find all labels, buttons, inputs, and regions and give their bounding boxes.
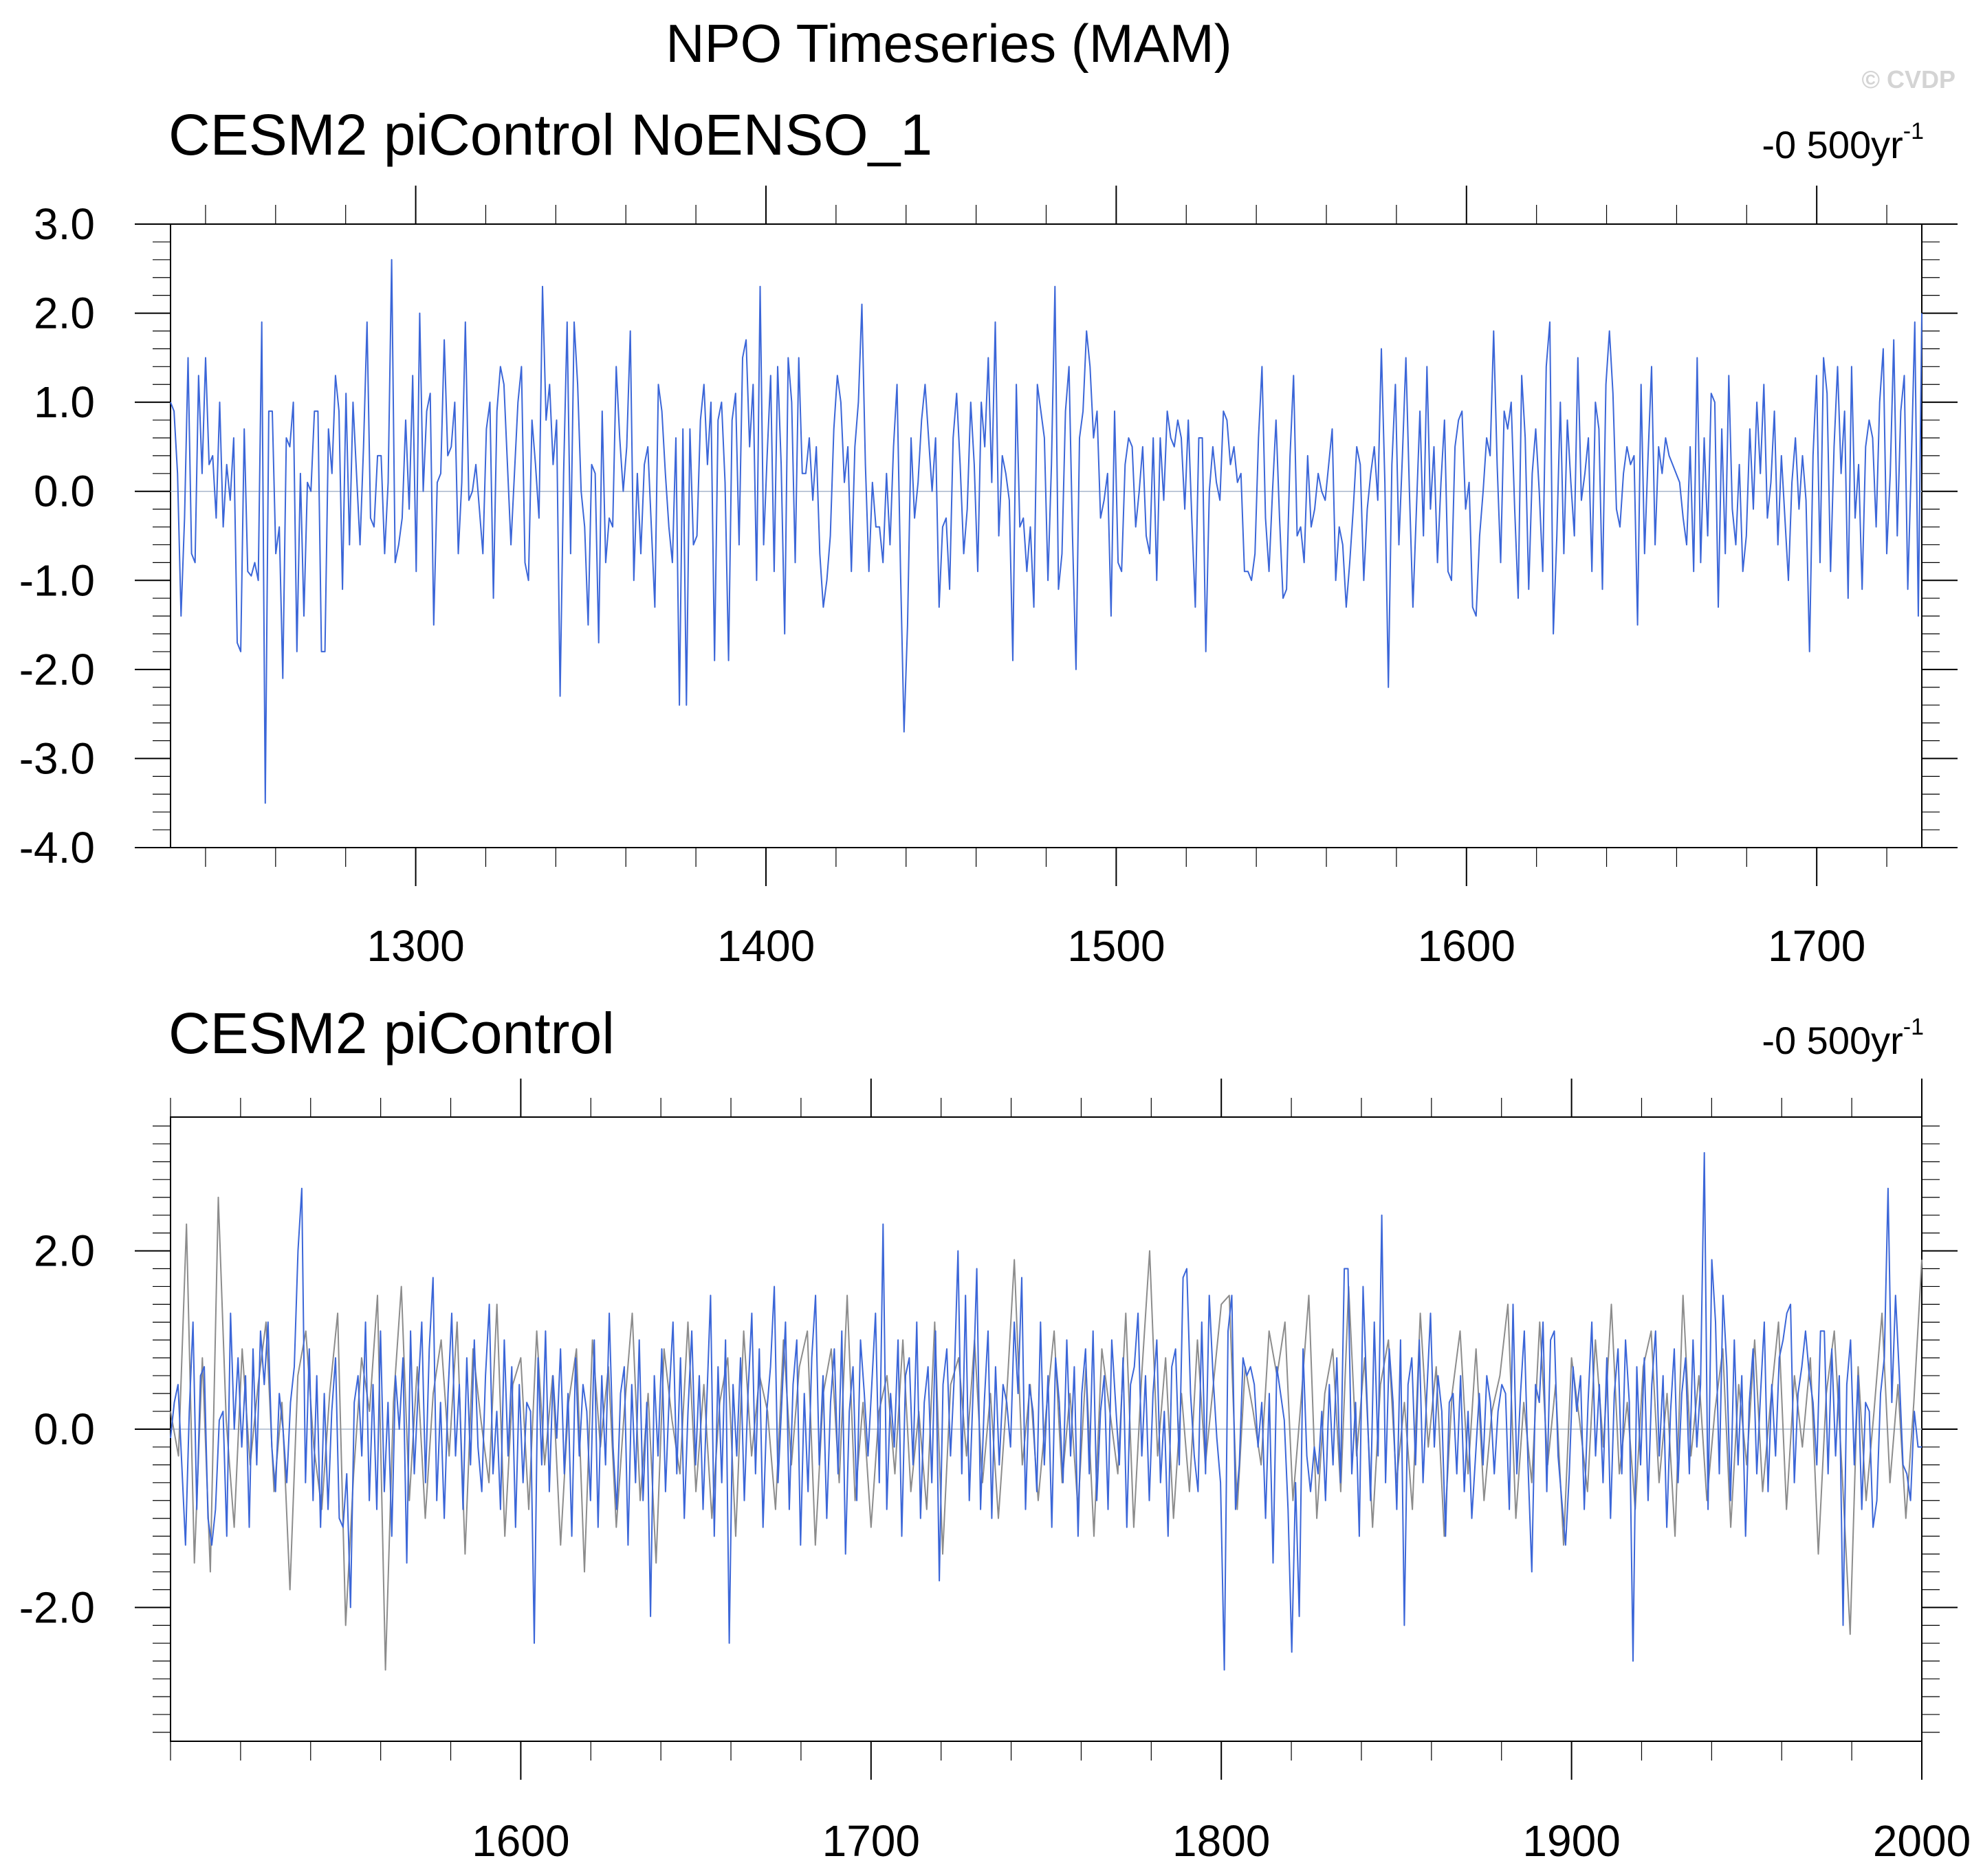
panel-2-plot: 2.0 0.0 -2.0 1600 1700 1800 1900 2000 [19,1079,1971,1866]
y-tick-label: 3.0 [34,199,95,249]
panel-2-title: CESM2 piControl [168,1001,615,1066]
y-tick-label: -2.0 [19,1582,95,1632]
y-tick-label: -4.0 [19,823,95,872]
x-tick-label: 1800 [1172,1816,1270,1866]
panel-1-trend: -0 500yr-1 [1762,118,1924,167]
panel-1-trend-value: -0 500yr [1762,123,1903,166]
x-tick-label: 2000 [1873,1816,1971,1866]
x-tick-label: 1300 [366,921,464,971]
y-tick-label: -3.0 [19,733,95,783]
y-tick-label: -1.0 [19,555,95,605]
panel-1-plot: 3.0 2.0 1.0 0.0 -1.0 -2.0 -3.0 -4.0 1300 1400 1500… [19,186,1958,971]
panel-2-trend: -0 500yr-1 [1762,1014,1924,1063]
series-line [170,1151,1922,1671]
x-tick-label: 1400 [717,921,815,971]
y-tick-label: 2.0 [34,1226,95,1276]
y-tick-label: 2.0 [34,289,95,338]
panel-2-trend-value: -0 500yr [1762,1019,1903,1062]
figure-title: NPO Timeseries (MAM) [666,13,1232,74]
panel-1-title: CESM2 piControl NoENSO_1 [168,102,933,167]
x-tick-label: 1600 [1418,921,1515,971]
x-tick-label: 1900 [1522,1816,1620,1866]
cvdp-watermark: © CVDP [1861,65,1955,93]
x-tick-label: 1600 [472,1816,569,1866]
x-tick-label: 1700 [1768,921,1865,971]
y-tick-label: 0.0 [34,467,95,516]
x-tick-label: 1500 [1067,921,1165,971]
panel-2-trend-exponent: -1 [1903,1014,1924,1040]
y-tick-label: 1.0 [34,377,95,427]
panel-1-trend-exponent: -1 [1903,118,1924,144]
series-line [170,258,1922,804]
y-tick-label: 0.0 [34,1404,95,1454]
y-tick-label: -2.0 [19,645,95,694]
x-tick-label: 1700 [822,1816,920,1866]
